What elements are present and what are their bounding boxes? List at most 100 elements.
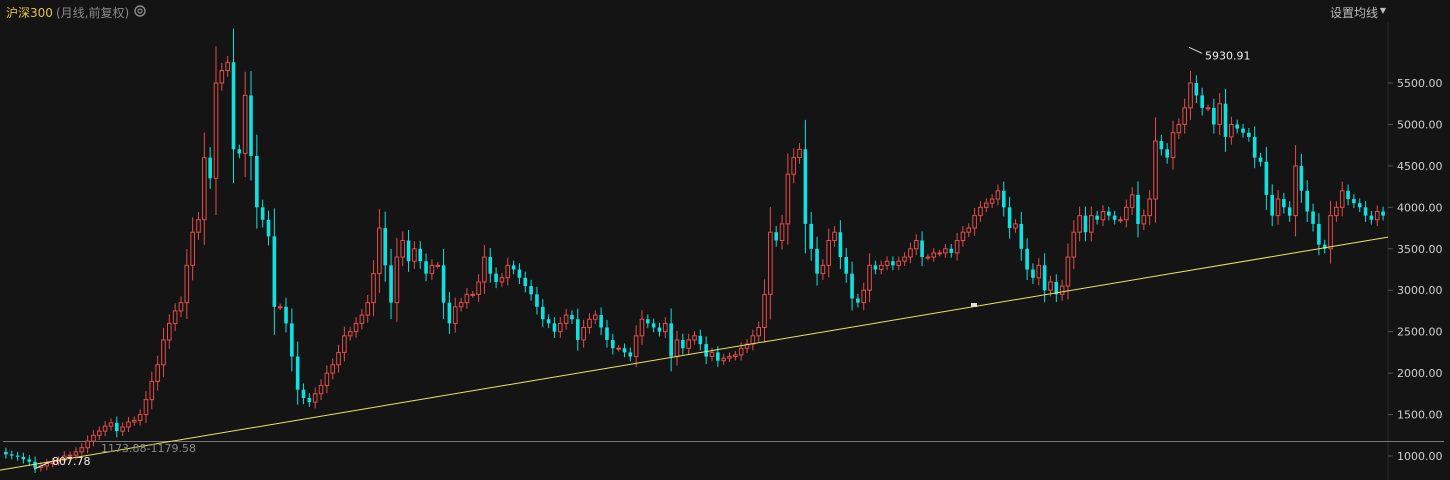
candle-body-up [67,454,73,457]
max-pointer-line [1188,46,1203,54]
candle-body-up [371,273,376,304]
candle-body-up [1176,123,1182,134]
reference-range-label: 1173.88-1179.58 [101,442,196,455]
candle-body-up [213,82,219,179]
candle-body-up [1124,206,1129,221]
candle-body-up [1100,210,1106,221]
candle-body-down [529,286,533,295]
candle-body-down [517,269,522,278]
candle-body-up [913,239,919,250]
candle-body-up [587,318,592,329]
candle-body-up [878,264,884,271]
candle-body-up [616,347,621,350]
candle-body-down [511,265,516,270]
candle-body-down [1159,141,1164,150]
candle-body-down [418,248,423,262]
candle-body-down [1107,211,1111,216]
candle-body-down [441,265,446,303]
candle-body-down [1212,107,1216,125]
candle-body-down [1270,194,1275,216]
candle-body-down [540,306,545,320]
candle-body-up [1147,198,1152,217]
candle-body-down [15,455,20,457]
candle-body-down [698,335,703,345]
candle-body-down [1363,207,1368,216]
candle-body-up [452,306,458,324]
candle-body-up [738,347,744,356]
candle-body-down [815,248,819,274]
candle-body-down [605,327,609,340]
candle-body-up [365,302,371,316]
gear-icon[interactable] [133,4,147,18]
candle-body-down [1042,265,1047,291]
caret-down-icon[interactable]: ▼ [1379,6,1386,15]
y-tick-label: 2500.00 [1397,326,1443,339]
candle-body-up [1205,107,1211,110]
candle-body-up [1229,123,1234,138]
candle-body-up [972,215,977,229]
candle-body-up [435,264,441,267]
candle-body-down [1112,215,1117,220]
candle-body-down [1381,211,1385,216]
candle-body-up [721,357,726,362]
candle-body-down [1369,215,1374,220]
candle-body-up [476,281,481,295]
candle-body-up [1217,103,1222,125]
candle-body-down [237,149,242,154]
candle-body-down [488,257,493,274]
candle-body-up [983,202,989,208]
candle-body-up [1293,165,1298,217]
chart-title: 沪深300 [6,6,53,20]
candle-body-down [920,240,924,258]
candle-body-up [178,302,184,312]
trend-line [0,236,1389,471]
candle-body-up [61,455,67,461]
candle-body-up [785,173,791,225]
candle-body-down [1311,211,1315,224]
candle-body-up [867,264,872,291]
candle-body-up [353,322,359,333]
candle-body-down [4,451,8,455]
candle-body-up [1182,107,1187,125]
candle-body-down [873,265,878,270]
candle-body-up [937,252,942,255]
candle-body-down [610,339,615,349]
candle-body-down [231,62,236,150]
candle-body-up [50,461,55,464]
candle-body-up [1328,215,1333,250]
candle-body-down [1346,190,1350,200]
y-tick-label: 1500.00 [1397,409,1443,422]
candle-body-up [190,231,195,266]
candle-body-up [126,421,131,428]
candle-body-up [1153,140,1158,200]
candle-body-up [861,289,867,304]
candle-body-down [856,298,860,303]
trend-line-handle[interactable] [971,303,977,307]
candle-body-up [482,256,487,283]
candle-body-down [716,352,720,361]
candle-body-up [412,248,417,262]
candle-body-up [219,70,225,84]
candle-body-up [1334,206,1339,217]
candle-body-up [108,422,114,427]
candle-body-up [902,256,907,262]
candle-body-up [342,335,347,353]
candle-body-up [826,239,832,266]
candle-body-up [1374,210,1380,221]
y-tick-label: 5500.00 [1397,77,1443,90]
candle-body-down [1322,244,1327,249]
candle-body-down [844,257,849,274]
candle-body-up [196,219,201,233]
candle-body-down [295,356,300,390]
candle-body-down [1054,281,1059,295]
candle-body-down [1031,269,1035,278]
candle-body-down [406,240,411,262]
candle-body-up [242,94,248,154]
candle-body-down [1258,157,1263,162]
candle-body-up [931,252,937,258]
candle-body-up [202,157,207,221]
candle-body-down [1095,215,1099,220]
y-tick-label: 4500.00 [1397,160,1443,173]
settings-ma-button[interactable]: 设置均线 [1329,6,1378,20]
